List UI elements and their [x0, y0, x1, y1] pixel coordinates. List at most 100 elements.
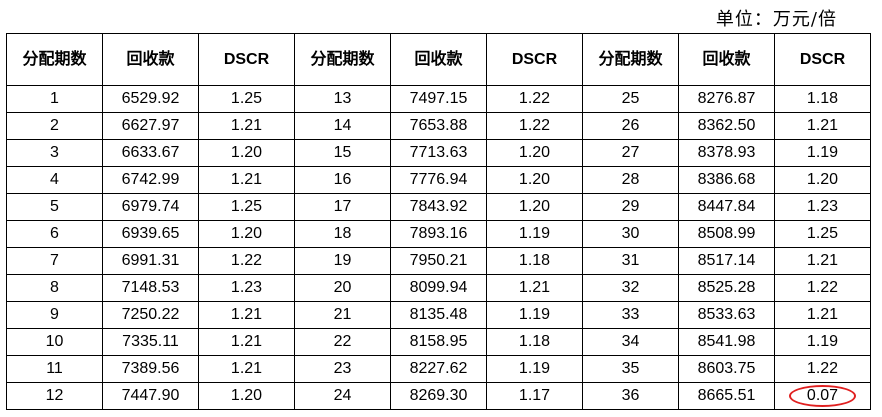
dscr-cell: 1.25 [198, 193, 295, 221]
period-cell: 30 [582, 220, 679, 248]
payment-cell: 8158.95 [390, 328, 487, 356]
header-period: 分配期数 [582, 33, 679, 86]
dscr-cell: 1.25 [774, 220, 871, 248]
payment-cell: 6633.67 [102, 139, 199, 167]
dscr-cell: 0.07 [774, 382, 871, 410]
period-cell: 19 [294, 247, 391, 275]
payment-cell: 7447.90 [102, 382, 199, 410]
dscr-cell: 1.23 [774, 193, 871, 221]
payment-cell: 7893.16 [390, 220, 487, 248]
payment-cell: 7843.92 [390, 193, 487, 221]
period-cell: 2 [6, 112, 103, 140]
period-cell: 31 [582, 247, 679, 275]
header-payment: 回收款 [678, 33, 775, 86]
payment-cell: 8525.28 [678, 274, 775, 302]
header-dscr: DSCR [486, 33, 583, 86]
payment-cell: 8517.14 [678, 247, 775, 275]
period-cell: 12 [6, 382, 103, 410]
dscr-cell: 1.20 [486, 166, 583, 194]
dscr-cell: 1.20 [198, 220, 295, 248]
payment-cell: 8603.75 [678, 355, 775, 383]
unit-label: 单位：万元/倍 [715, 9, 837, 30]
dscr-cell: 1.18 [774, 85, 871, 113]
period-cell: 3 [6, 139, 103, 167]
payment-cell: 8665.51 [678, 382, 775, 410]
dscr-cell: 1.20 [774, 166, 871, 194]
table-row: 8 7148.53 1.23 20 8099.94 1.21 32 8525.28 1.22 [6, 274, 871, 302]
period-cell: 20 [294, 274, 391, 302]
period-cell: 8 [6, 274, 103, 302]
period-cell: 6 [6, 220, 103, 248]
period-cell: 36 [582, 382, 679, 410]
period-cell: 24 [294, 382, 391, 410]
period-cell: 23 [294, 355, 391, 383]
dscr-cell: 1.22 [774, 274, 871, 302]
dscr-cell: 1.23 [198, 274, 295, 302]
table-row: 2 6627.97 1.21 14 7653.88 1.22 26 8362.50 1.21 [6, 112, 871, 140]
payment-cell: 8541.98 [678, 328, 775, 356]
dscr-cell: 1.19 [486, 301, 583, 329]
payment-cell: 7250.22 [102, 301, 199, 329]
payment-cell: 6939.65 [102, 220, 199, 248]
table-row: 7 6991.31 1.22 19 7950.21 1.18 31 8517.14 1.21 [6, 247, 871, 275]
period-cell: 26 [582, 112, 679, 140]
dscr-cell: 1.22 [486, 112, 583, 140]
dscr-cell: 1.21 [486, 274, 583, 302]
table-row: 12 7447.90 1.20 24 8269.30 1.17 36 8665.51 0.07 [6, 382, 871, 410]
table-row: 9 7250.22 1.21 21 8135.48 1.19 33 8533.63 1.21 [6, 301, 871, 329]
dscr-cell: 1.21 [198, 166, 295, 194]
payment-cell: 8386.68 [678, 166, 775, 194]
payment-cell: 8378.93 [678, 139, 775, 167]
period-cell: 35 [582, 355, 679, 383]
period-cell: 13 [294, 85, 391, 113]
dscr-cell: 1.21 [198, 112, 295, 140]
period-cell: 22 [294, 328, 391, 356]
dscr-cell: 1.21 [774, 247, 871, 275]
period-cell: 14 [294, 112, 391, 140]
period-cell: 29 [582, 193, 679, 221]
period-cell: 34 [582, 328, 679, 356]
table-row: 10 7335.11 1.21 22 8158.95 1.18 34 8541.98 1.19 [6, 328, 871, 356]
payment-cell: 8269.30 [390, 382, 487, 410]
dscr-cell: 1.22 [774, 355, 871, 383]
payment-cell: 7950.21 [390, 247, 487, 275]
header-payment: 回收款 [102, 33, 199, 86]
dscr-cell: 1.20 [198, 382, 295, 410]
period-cell: 18 [294, 220, 391, 248]
payment-cell: 8362.50 [678, 112, 775, 140]
header-row: 分配期数 回收款 DSCR 分配期数 回收款 DSCR 分配期数 回收款 DSC… [6, 33, 871, 86]
payment-cell: 6991.31 [102, 247, 199, 275]
period-cell: 5 [6, 193, 103, 221]
period-cell: 25 [582, 85, 679, 113]
period-cell: 1 [6, 85, 103, 113]
header-period: 分配期数 [294, 33, 391, 86]
dscr-cell: 1.19 [486, 220, 583, 248]
period-cell: 4 [6, 166, 103, 194]
period-cell: 17 [294, 193, 391, 221]
dscr-cell: 1.22 [198, 247, 295, 275]
dscr-cell: 1.22 [486, 85, 583, 113]
dscr-table: 分配期数 回收款 DSCR 分配期数 回收款 DSCR 分配期数 回收款 DSC… [6, 33, 871, 410]
period-cell: 16 [294, 166, 391, 194]
header-period: 分配期数 [6, 33, 103, 86]
period-cell: 15 [294, 139, 391, 167]
dscr-cell: 1.21 [774, 112, 871, 140]
dscr-cell: 1.21 [198, 301, 295, 329]
dscr-cell: 1.25 [198, 85, 295, 113]
header-payment: 回收款 [390, 33, 487, 86]
period-cell: 28 [582, 166, 679, 194]
dscr-cell: 1.17 [486, 382, 583, 410]
header-dscr: DSCR [198, 33, 295, 86]
payment-cell: 8227.62 [390, 355, 487, 383]
dscr-cell: 1.19 [774, 139, 871, 167]
table-row: 4 6742.99 1.21 16 7776.94 1.20 28 8386.68 1.20 [6, 166, 871, 194]
payment-cell: 8135.48 [390, 301, 487, 329]
dscr-cell: 1.19 [486, 355, 583, 383]
payment-cell: 7335.11 [102, 328, 199, 356]
payment-cell: 8099.94 [390, 274, 487, 302]
payment-cell: 8533.63 [678, 301, 775, 329]
payment-cell: 7497.15 [390, 85, 487, 113]
table-row: 5 6979.74 1.25 17 7843.92 1.20 29 8447.84 1.23 [6, 193, 871, 221]
dscr-cell: 1.18 [486, 247, 583, 275]
dscr-cell: 1.21 [774, 301, 871, 329]
